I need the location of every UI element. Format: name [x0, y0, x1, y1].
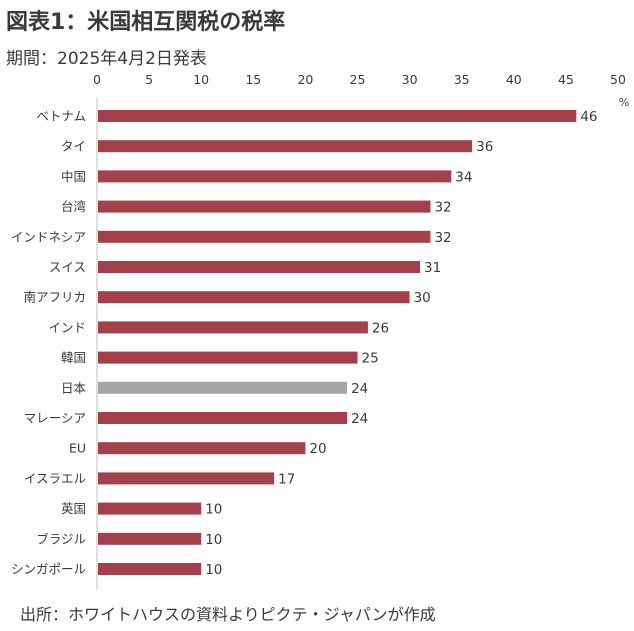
bar [98, 563, 202, 575]
bar [98, 230, 431, 243]
data-label: 34 [455, 169, 472, 185]
data-label: 24 [351, 381, 368, 397]
data-label: 20 [309, 441, 326, 457]
category-label: マレーシア [24, 411, 86, 426]
x-tick-label: 30 [402, 72, 418, 87]
x-tick-label: 40 [506, 72, 522, 87]
source-note: 出所：ホワイトハウスの資料よりピクテ・ジャパンが作成 [20, 605, 436, 624]
unit-label: % [619, 96, 629, 109]
bar [98, 140, 473, 153]
category-label: ブラジル [36, 531, 86, 546]
data-label: 10 [205, 502, 222, 518]
bar [98, 200, 431, 213]
x-tick-label: 5 [145, 72, 153, 87]
x-tick-label: 50 [610, 72, 626, 87]
bar [98, 532, 202, 545]
category-label: イスラエル [24, 471, 86, 486]
data-label: 25 [362, 351, 379, 367]
bar [98, 412, 348, 424]
data-label: 46 [580, 109, 597, 125]
x-tick-label: 45 [558, 72, 574, 87]
bar [98, 170, 452, 183]
x-tick-label: 25 [350, 72, 366, 87]
x-tick-label: 15 [245, 72, 261, 87]
x-tick-label: 35 [454, 72, 470, 87]
data-label: 31 [424, 260, 441, 276]
category-label: 韓国 [61, 350, 86, 365]
category-label: インドネシア [11, 229, 86, 244]
category-label: スイス [49, 260, 86, 275]
data-label: 36 [476, 139, 493, 155]
data-label: 32 [434, 200, 451, 216]
data-label: 32 [434, 230, 451, 246]
bar [98, 261, 421, 273]
category-label: ベトナム [36, 109, 86, 124]
category-label: タイ [61, 139, 86, 154]
category-label: 台湾 [61, 199, 86, 214]
data-label: 30 [414, 290, 431, 306]
bar [98, 351, 358, 364]
data-label: 10 [205, 532, 222, 548]
bar [98, 472, 275, 485]
bar [98, 321, 368, 334]
category-label: シンガポール [11, 562, 86, 577]
data-label: 17 [278, 471, 295, 487]
data-label: 26 [372, 320, 389, 336]
chart-subtitle: 期間：2025年4月2日発表 [6, 49, 207, 69]
bar [98, 291, 410, 304]
category-label: インド [48, 320, 86, 335]
bar [98, 442, 306, 455]
chart-title: 図表1：米国相互関税の税率 [6, 10, 286, 35]
bar [98, 110, 577, 122]
category-label: EU [69, 441, 86, 456]
data-label: 10 [205, 562, 222, 578]
bar [98, 381, 348, 394]
data-label: 24 [351, 411, 368, 427]
category-label: 南アフリカ [23, 290, 86, 305]
x-tick-label: 10 [193, 72, 209, 87]
category-label: 中国 [61, 169, 86, 184]
x-tick-label: 20 [297, 72, 313, 87]
x-tick-label: 0 [93, 72, 101, 87]
category-label: 英国 [61, 501, 86, 516]
category-label: 日本 [61, 380, 87, 395]
bar [98, 502, 202, 515]
